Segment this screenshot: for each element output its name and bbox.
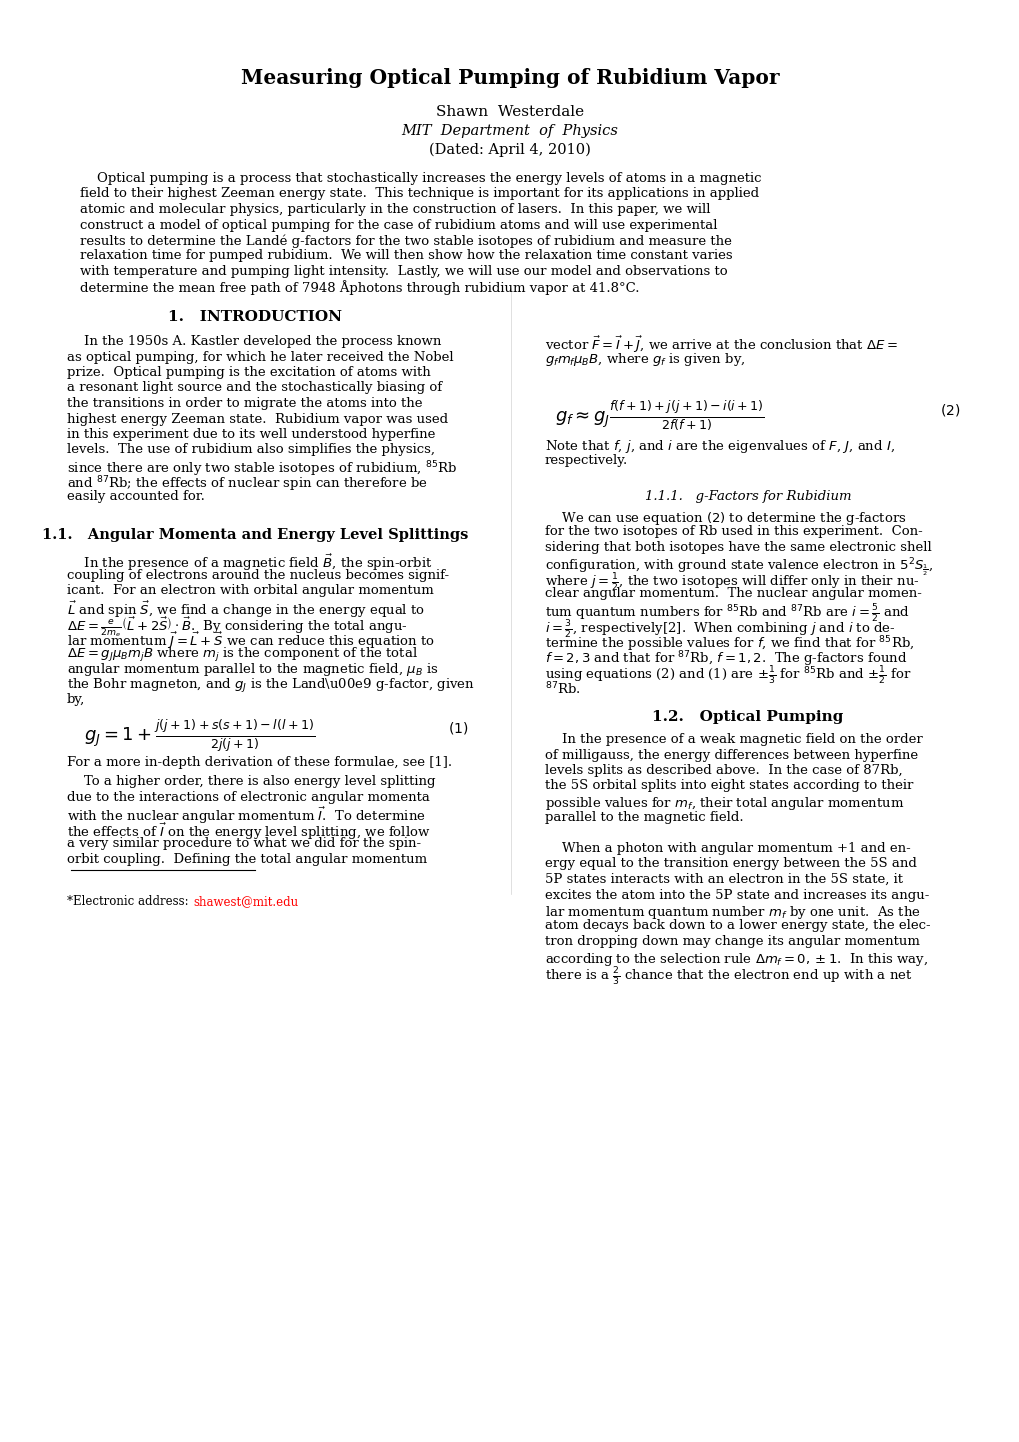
Text: $i = \frac{3}{2}$, respectively[2].  When combining $j$ and $i$ to de-: $i = \frac{3}{2}$, respectively[2]. When… bbox=[544, 619, 895, 640]
Text: coupling of electrons around the nucleus becomes signif-: coupling of electrons around the nucleus… bbox=[67, 568, 448, 581]
Text: ergy equal to the transition energy between the 5S and: ergy equal to the transition energy betw… bbox=[544, 858, 916, 871]
Text: When a photon with angular momentum +1 and en-: When a photon with angular momentum +1 a… bbox=[544, 842, 910, 855]
Text: shawest@mit.edu: shawest@mit.edu bbox=[193, 895, 298, 908]
Text: $g_f \approx g_J\frac{f(f+1) + j(j+1) - i(i+1)}{2f(f+1)}$: $g_f \approx g_J\frac{f(f+1) + j(j+1) - … bbox=[554, 399, 764, 433]
Text: clear angular momentum.  The nuclear angular momen-: clear angular momentum. The nuclear angu… bbox=[544, 587, 921, 600]
Text: $(1)$: $(1)$ bbox=[447, 720, 468, 735]
Text: there is a $\frac{2}{3}$ chance that the electron end up with a net: there is a $\frac{2}{3}$ chance that the… bbox=[544, 966, 912, 988]
Text: and $^{87}$Rb; the effects of nuclear spin can therefore be: and $^{87}$Rb; the effects of nuclear sp… bbox=[67, 474, 427, 495]
Text: excites the atom into the 5P state and increases its angu-: excites the atom into the 5P state and i… bbox=[544, 888, 928, 901]
Text: 1.2.   Optical Pumping: 1.2. Optical Pumping bbox=[652, 709, 843, 724]
Text: as optical pumping, for which he later received the Nobel: as optical pumping, for which he later r… bbox=[67, 350, 453, 363]
Text: In the presence of a weak magnetic field on the order: In the presence of a weak magnetic field… bbox=[544, 733, 922, 746]
Text: (Dated: April 4, 2010): (Dated: April 4, 2010) bbox=[429, 143, 590, 157]
Text: 1.1.   Angular Momenta and Energy Level Splittings: 1.1. Angular Momenta and Energy Level Sp… bbox=[42, 528, 468, 542]
Text: the Bohr magneton, and $g_J$ is the Land\u00e9 g-factor, given: the Bohr magneton, and $g_J$ is the Land… bbox=[67, 676, 474, 695]
Text: field to their highest Zeeman energy state.  This technique is important for its: field to their highest Zeeman energy sta… bbox=[79, 187, 758, 200]
Text: with the nuclear angular momentum $\vec{I}$.  To determine: with the nuclear angular momentum $\vec{… bbox=[67, 806, 425, 826]
Text: vector $\vec{F} = \vec{I} + \vec{J}$, we arrive at the conclusion that $\Delta E: vector $\vec{F} = \vec{I} + \vec{J}$, we… bbox=[544, 335, 897, 355]
Text: construct a model of optical pumping for the case of rubidium atoms and will use: construct a model of optical pumping for… bbox=[79, 219, 716, 232]
Text: $^{87}$Rb.: $^{87}$Rb. bbox=[544, 681, 580, 696]
Text: Measuring Optical Pumping of Rubidium Vapor: Measuring Optical Pumping of Rubidium Va… bbox=[240, 68, 779, 88]
Text: $g_f m_f\mu_B B$, where $g_f$ is given by,: $g_f m_f\mu_B B$, where $g_f$ is given b… bbox=[544, 350, 745, 368]
Text: $(2)$: $(2)$ bbox=[938, 402, 959, 418]
Text: *Electronic address:: *Electronic address: bbox=[67, 895, 193, 908]
Text: $\Delta E = \frac{e}{2m_e}\left(\vec{L} + 2\vec{S}\right)\cdot\vec{B}$.  By cons: $\Delta E = \frac{e}{2m_e}\left(\vec{L} … bbox=[67, 614, 408, 639]
Text: the effects of $\vec{I}$ on the energy level splitting, we follow: the effects of $\vec{I}$ on the energy l… bbox=[67, 822, 430, 842]
Text: with temperature and pumping light intensity.  Lastly, we will use our model and: with temperature and pumping light inten… bbox=[79, 265, 727, 278]
Text: tron dropping down may change its angular momentum: tron dropping down may change its angula… bbox=[544, 934, 919, 947]
Text: levels.  The use of rubidium also simplifies the physics,: levels. The use of rubidium also simplif… bbox=[67, 444, 434, 457]
Text: for the two isotopes of Rb used in this experiment.  Con-: for the two isotopes of Rb used in this … bbox=[544, 525, 922, 538]
Text: We can use equation $(2)$ to determine the g-factors: We can use equation $(2)$ to determine t… bbox=[544, 510, 906, 526]
Text: possible values for $m_f$, their total angular momentum: possible values for $m_f$, their total a… bbox=[544, 795, 904, 812]
Text: since there are only two stable isotopes of rubidium, $^{85}$Rb: since there are only two stable isotopes… bbox=[67, 459, 457, 479]
Text: respectively.: respectively. bbox=[544, 454, 628, 467]
Text: 1.   INTRODUCTION: 1. INTRODUCTION bbox=[168, 310, 341, 324]
Text: icant.  For an electron with orbital angular momentum: icant. For an electron with orbital angu… bbox=[67, 584, 433, 597]
Text: $\vec{L}$ and spin $\vec{S}$, we find a change in the energy equal to: $\vec{L}$ and spin $\vec{S}$, we find a … bbox=[67, 600, 425, 620]
Text: using equations (2) and (1) are $\pm\frac{1}{3}$ for $^{85}$Rb and $\pm\frac{1}{: using equations (2) and (1) are $\pm\fra… bbox=[544, 665, 911, 688]
Text: In the presence of a magnetic field $\vec{B}$, the spin-orbit: In the presence of a magnetic field $\ve… bbox=[67, 552, 432, 574]
Text: the transitions in order to migrate the atoms into the: the transitions in order to migrate the … bbox=[67, 397, 422, 410]
Text: a very similar procedure to what we did for the spin-: a very similar procedure to what we did … bbox=[67, 836, 421, 849]
Text: easily accounted for.: easily accounted for. bbox=[67, 490, 205, 503]
Text: results to determine the Landé g-factors for the two stable isotopes of rubidium: results to determine the Landé g-factors… bbox=[79, 234, 732, 248]
Text: In the 1950s A. Kastler developed the process known: In the 1950s A. Kastler developed the pr… bbox=[67, 335, 441, 348]
Text: orbit coupling.  Defining the total angular momentum: orbit coupling. Defining the total angul… bbox=[67, 852, 427, 865]
Text: angular momentum parallel to the magnetic field, $\mu_B$ is: angular momentum parallel to the magneti… bbox=[67, 662, 438, 679]
Text: the 5S orbital splits into eight states according to their: the 5S orbital splits into eight states … bbox=[544, 780, 912, 793]
Text: atomic and molecular physics, particularly in the construction of lasers.  In th: atomic and molecular physics, particular… bbox=[79, 203, 710, 216]
Text: sidering that both isotopes have the same electronic shell: sidering that both isotopes have the sam… bbox=[544, 541, 930, 554]
Text: Note that $f$, $j$, and $i$ are the eigenvalues of $F$, $J$, and $I$,: Note that $f$, $j$, and $i$ are the eige… bbox=[544, 438, 894, 456]
Text: atom decays back down to a lower energy state, the elec-: atom decays back down to a lower energy … bbox=[544, 920, 929, 933]
Text: where $j = \frac{1}{2}$, the two isotopes will differ only in their nu-: where $j = \frac{1}{2}$, the two isotope… bbox=[544, 572, 919, 594]
Text: parallel to the magnetic field.: parallel to the magnetic field. bbox=[544, 810, 743, 823]
Text: To a higher order, there is also energy level splitting: To a higher order, there is also energy … bbox=[67, 774, 435, 787]
Text: Shawn  Westerdale: Shawn Westerdale bbox=[435, 105, 584, 120]
Text: a resonant light source and the stochastically biasing of: a resonant light source and the stochast… bbox=[67, 382, 441, 395]
Text: lar momentum quantum number $m_f$ by one unit.  As the: lar momentum quantum number $m_f$ by one… bbox=[544, 904, 920, 921]
Text: in this experiment due to its well understood hyperfine: in this experiment due to its well under… bbox=[67, 428, 435, 441]
Text: of milligauss, the energy differences between hyperfine: of milligauss, the energy differences be… bbox=[544, 748, 917, 761]
Text: levels splits as described above.  In the case of 87Rb,: levels splits as described above. In the… bbox=[544, 764, 902, 777]
Text: For a more in-depth derivation of these formulae, see [1].: For a more in-depth derivation of these … bbox=[67, 756, 451, 769]
Text: relaxation time for pumped rubidium.  We will then show how the relaxation time : relaxation time for pumped rubidium. We … bbox=[79, 249, 732, 262]
Text: prize.  Optical pumping is the excitation of atoms with: prize. Optical pumping is the excitation… bbox=[67, 366, 430, 379]
Text: configuration, with ground state valence electron in $5^2S_{\frac{1}{2}}$,: configuration, with ground state valence… bbox=[544, 557, 932, 578]
Text: Optical pumping is a process that stochastically increases the energy levels of : Optical pumping is a process that stocha… bbox=[79, 172, 761, 185]
Text: $f = 2, 3$ and that for $^{87}$Rb, $f = 1, 2$.  The g-factors found: $f = 2, 3$ and that for $^{87}$Rb, $f = … bbox=[544, 649, 907, 669]
Text: $\Delta E = g_J\mu_B m_j B$ where $m_j$ is the component of the total: $\Delta E = g_J\mu_B m_j B$ where $m_j$ … bbox=[67, 646, 418, 663]
Text: $g_J = 1 + \frac{j(j+1) + s(s+1) - l(l+1)}{2j(j+1)}$: $g_J = 1 + \frac{j(j+1) + s(s+1) - l(l+1… bbox=[85, 718, 315, 754]
Text: MIT  Department  of  Physics: MIT Department of Physics bbox=[401, 124, 618, 138]
Text: lar momentum $\vec{J} = \vec{L} + \vec{S}$ we can reduce this equation to: lar momentum $\vec{J} = \vec{L} + \vec{S… bbox=[67, 630, 435, 650]
Text: 1.1.1.   g-Factors for Rubidium: 1.1.1. g-Factors for Rubidium bbox=[644, 490, 851, 503]
Text: termine the possible values for $f$, we find that for $^{85}$Rb,: termine the possible values for $f$, we … bbox=[544, 634, 914, 653]
Text: 5P states interacts with an electron in the 5S state, it: 5P states interacts with an electron in … bbox=[544, 872, 902, 885]
Text: highest energy Zeeman state.  Rubidium vapor was used: highest energy Zeeman state. Rubidium va… bbox=[67, 412, 447, 425]
Text: tum quantum numbers for $^{85}$Rb and $^{87}$Rb are $i = \frac{5}{2}$ and: tum quantum numbers for $^{85}$Rb and $^… bbox=[544, 603, 909, 626]
Text: due to the interactions of electronic angular momenta: due to the interactions of electronic an… bbox=[67, 790, 429, 803]
Text: determine the mean free path of 7948 Åphotons through rubidium vapor at 41.8°C.: determine the mean free path of 7948 Åph… bbox=[79, 281, 639, 296]
Text: by,: by, bbox=[67, 692, 86, 705]
Text: according to the selection rule $\Delta m_f = 0, \pm 1$.  In this way,: according to the selection rule $\Delta … bbox=[544, 950, 927, 968]
